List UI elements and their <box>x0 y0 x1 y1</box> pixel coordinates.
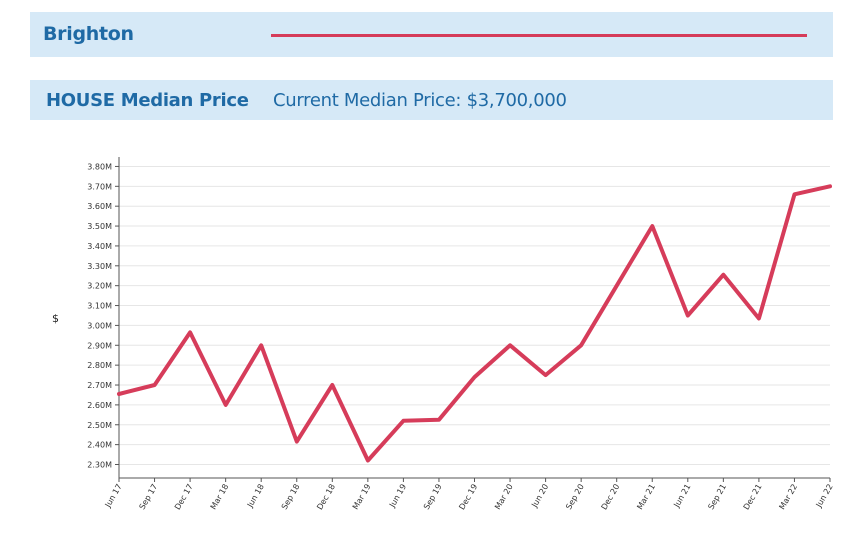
x-tick-label: Dec 20 <box>600 483 622 512</box>
y-tick-label: 3.60M <box>87 202 112 211</box>
y-tick-label: 2.30M <box>87 461 112 470</box>
property-type-title: HOUSE Median Price <box>46 90 249 111</box>
y-tick-label: 2.40M <box>87 441 112 450</box>
y-tick-label: 2.90M <box>87 341 112 350</box>
x-tick-label: Mar 18 <box>209 483 231 512</box>
y-tick-label: 3.20M <box>87 282 112 291</box>
x-tick-label: Jun 18 <box>245 483 266 510</box>
x-tick-label: Jun 17 <box>103 483 124 510</box>
y-tick-label: 2.60M <box>87 401 112 410</box>
x-tick-label: Dec 17 <box>173 483 195 512</box>
y-tick-label: 3.30M <box>87 262 112 271</box>
x-tick-label: Jun 20 <box>529 483 550 510</box>
price-banner: HOUSE Median Price Current Median Price:… <box>30 80 833 120</box>
x-axis-ticks: Jun 17 Sep 17 Dec 17 Mar 18 Jun 18 Sep 18 Dec … <box>103 478 835 511</box>
y-tick-label: 3.50M <box>87 222 112 231</box>
x-tick-label: Sep 20 <box>564 483 586 512</box>
x-tick-label: Mar 19 <box>351 483 373 512</box>
current-median-price: Current Median Price: $3,700,000 <box>273 90 567 111</box>
median-price-line <box>117 184 832 463</box>
x-tick-label: Dec 19 <box>457 483 479 512</box>
x-tick-label: Mar 22 <box>777 483 799 512</box>
y-axis-ticks: 2.30M 2.40M 2.50M 2.60M 2.70M 2.80M 2.90M 3.00M… <box>87 162 119 470</box>
x-tick-label: Jun 21 <box>672 483 693 510</box>
x-tick-label: Dec 18 <box>315 483 337 512</box>
x-tick-label: Sep 18 <box>280 483 302 512</box>
x-tick-label: Mar 20 <box>493 483 515 512</box>
y-axis-label: $ <box>52 312 59 325</box>
axes <box>118 157 830 479</box>
x-tick-label: Sep 19 <box>422 483 444 512</box>
grid-lines <box>119 165 830 465</box>
x-tick-label: Sep 21 <box>706 483 728 512</box>
suburb-title: Brighton <box>43 23 134 45</box>
x-tick-label: Jun 22 <box>814 483 835 510</box>
y-tick-label: 3.80M <box>87 162 112 171</box>
x-tick-label: Mar 21 <box>635 483 657 512</box>
y-tick-label: 3.70M <box>87 182 112 191</box>
y-tick-label: 3.40M <box>87 242 112 251</box>
y-tick-label: 2.70M <box>87 381 112 390</box>
y-tick-label: 2.80M <box>87 361 112 370</box>
y-tick-label: 3.00M <box>87 321 112 330</box>
x-tick-label: Sep 17 <box>138 483 160 512</box>
y-tick-label: 3.10M <box>87 302 112 311</box>
y-tick-label: 2.50M <box>87 421 112 430</box>
accent-line <box>271 34 807 37</box>
x-tick-label: Jun 19 <box>387 483 408 510</box>
series-layer <box>117 184 832 463</box>
suburb-banner: Brighton <box>30 12 833 57</box>
x-tick-label: Dec 21 <box>742 483 764 512</box>
